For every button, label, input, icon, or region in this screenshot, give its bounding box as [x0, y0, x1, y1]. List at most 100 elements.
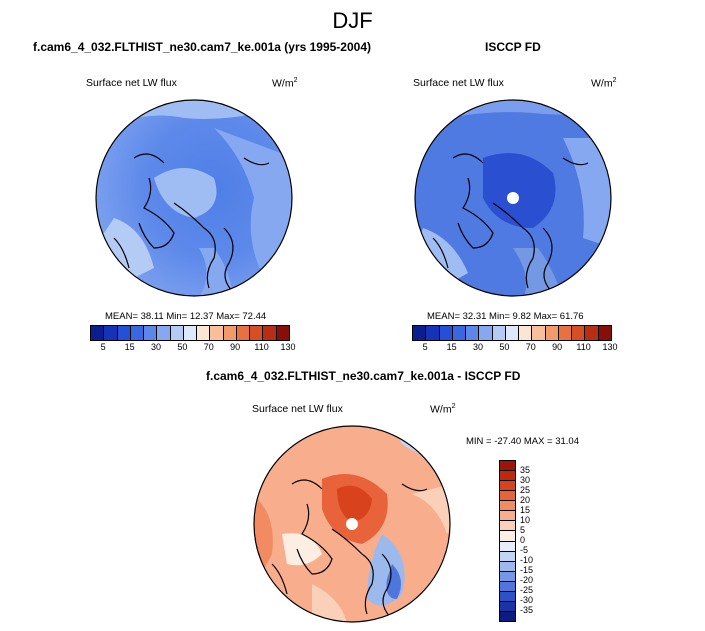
top-left-polar-map: [95, 99, 293, 297]
colorbar-tick-label: 50: [499, 342, 510, 352]
top-right-field-label: Surface net LW flux: [413, 77, 504, 89]
top-left-colorbar: [90, 325, 290, 341]
colorbar-tick-label: 35: [520, 465, 531, 475]
top-right-polar-map: [414, 99, 612, 297]
colorbar-tick-label: 90: [552, 342, 563, 352]
colorbar-tick-label: 0: [520, 535, 526, 545]
colorbar-tick-label: 15: [520, 505, 531, 515]
top-right-colorbar-ticks: 5 15 30 50 70 90 110 130: [412, 342, 618, 354]
colorbar-swatch: [236, 326, 251, 340]
colorbar-swatch: [500, 561, 515, 572]
colorbar-swatch: [479, 326, 493, 340]
colorbar-tick-label: 5: [520, 525, 526, 535]
bottom-field-patch: [412, 484, 450, 534]
top-left-coastline: [243, 157, 270, 166]
top-right-coastline: [542, 227, 554, 294]
colorbar-tick-label: -20: [520, 575, 534, 585]
colorbar-swatch: [197, 326, 211, 340]
bottom-field-patch: [386, 564, 401, 599]
top-right-coastline: [457, 177, 494, 249]
colorbar-swatch: [276, 326, 289, 340]
top-left-stats: MEAN= 38.11 Min= 12.37 Max= 72.44: [105, 311, 267, 322]
colorbar-swatch: [413, 326, 427, 340]
colorbar-tick-label: 70: [525, 342, 536, 352]
bottom-field-label: Surface net LW flux: [252, 403, 343, 415]
colorbar-swatch: [505, 326, 520, 340]
colorbar-swatch: [585, 326, 599, 340]
bottom-colorbar-ticks: 35 30 25 20 15 10 5 0 -5 -10 -15 -20 -25 -30 -35: [520, 460, 560, 620]
colorbar-swatch: [466, 326, 480, 340]
bottom-coastline: [381, 553, 393, 620]
bottom-field-patch: [337, 485, 372, 522]
colorbar-tick-label: 15: [446, 342, 457, 352]
colorbar-tick-label: 30: [150, 342, 162, 352]
top-right-units: W/m2: [591, 77, 617, 90]
colorbar-tick-label: 70: [203, 342, 214, 352]
colorbar-swatch: [144, 326, 158, 340]
colorbar-tick-label: 5: [100, 342, 106, 352]
bottom-coastline: [296, 503, 333, 575]
colorbar-tick-label: -35: [520, 605, 534, 615]
bottom-coastline: [291, 479, 323, 490]
colorbar-swatch: [500, 481, 515, 492]
colorbar-swatch: [598, 326, 611, 340]
colorbar-swatch: [130, 326, 145, 340]
colorbar-tick-label: 5: [422, 342, 428, 352]
top-left-field-patch: [214, 128, 292, 278]
colorbar-swatch: [157, 326, 171, 340]
bottom-stats: MIN = -27.40 MAX = 31.04: [466, 436, 580, 447]
top-right-coastline: [492, 202, 535, 289]
colorbar-tick-label: 50: [177, 342, 188, 352]
colorbar-swatch: [545, 326, 559, 340]
colorbar-swatch: [500, 531, 515, 542]
colorbar-swatch: [500, 541, 515, 552]
top-left-units: W/m2: [272, 77, 298, 90]
colorbar-swatch: [492, 326, 506, 340]
colorbar-swatch: [183, 326, 198, 340]
colorbar-tick-label: 130: [280, 342, 296, 352]
bottom-polar-map: [253, 425, 451, 623]
colorbar-swatch: [263, 326, 277, 340]
top-right-coastline: [432, 237, 449, 269]
bottom-coastline: [401, 483, 428, 492]
colorbar-swatch: [500, 611, 515, 621]
bottom-coastline: [331, 528, 374, 615]
bottom-panel-title: f.cam6_4_032.FLTHIST_ne30.cam7_ke.001a -…: [206, 369, 521, 383]
colorbar-tick-label: -15: [520, 565, 534, 575]
colorbar-tick-label: 130: [602, 342, 618, 352]
colorbar-swatch: [500, 571, 515, 582]
top-left-field-label: Surface net LW flux: [86, 77, 177, 89]
top-right-colorbar: [412, 325, 612, 341]
colorbar-tick-label: -5: [520, 545, 529, 555]
colorbar-swatch: [91, 326, 105, 340]
colorbar-swatch: [519, 326, 533, 340]
top-right-coastline: [562, 157, 589, 166]
top-left-field-patch: [154, 168, 217, 218]
colorbar-tick-label: -25: [520, 585, 534, 595]
colorbar-swatch: [117, 326, 131, 340]
colorbar-tick-label: 10: [520, 515, 531, 525]
colorbar-swatch: [250, 326, 264, 340]
colorbar-swatch: [500, 501, 515, 512]
colorbar-tick-label: 110: [254, 342, 269, 352]
bottom-coastline: [271, 563, 288, 595]
colorbar-tick-label: 15: [124, 342, 135, 352]
top-left-coastline: [113, 237, 130, 269]
colorbar-tick-label: 30: [520, 475, 531, 485]
top-left-colorbar-ticks: 5 15 30 50 70 90 110 130: [90, 342, 296, 354]
colorbar-tick-label: -30: [520, 595, 534, 605]
colorbar-tick-label: -10: [520, 555, 534, 565]
colorbar-swatch: [452, 326, 467, 340]
top-right-coastline: [452, 153, 484, 164]
top-left-coastline: [138, 177, 175, 249]
colorbar-swatch: [439, 326, 453, 340]
colorbar-swatch: [500, 471, 515, 482]
top-right-stats: MEAN= 32.31 Min= 9.82 Max= 61.76: [427, 311, 584, 322]
top-right-pole-gap: [507, 192, 519, 204]
colorbar-swatch: [500, 581, 515, 592]
colorbar-swatch: [500, 461, 515, 472]
colorbar-swatch: [500, 491, 515, 502]
colorbar-swatch: [104, 326, 118, 340]
colorbar-swatch: [558, 326, 573, 340]
colorbar-swatch: [210, 326, 224, 340]
